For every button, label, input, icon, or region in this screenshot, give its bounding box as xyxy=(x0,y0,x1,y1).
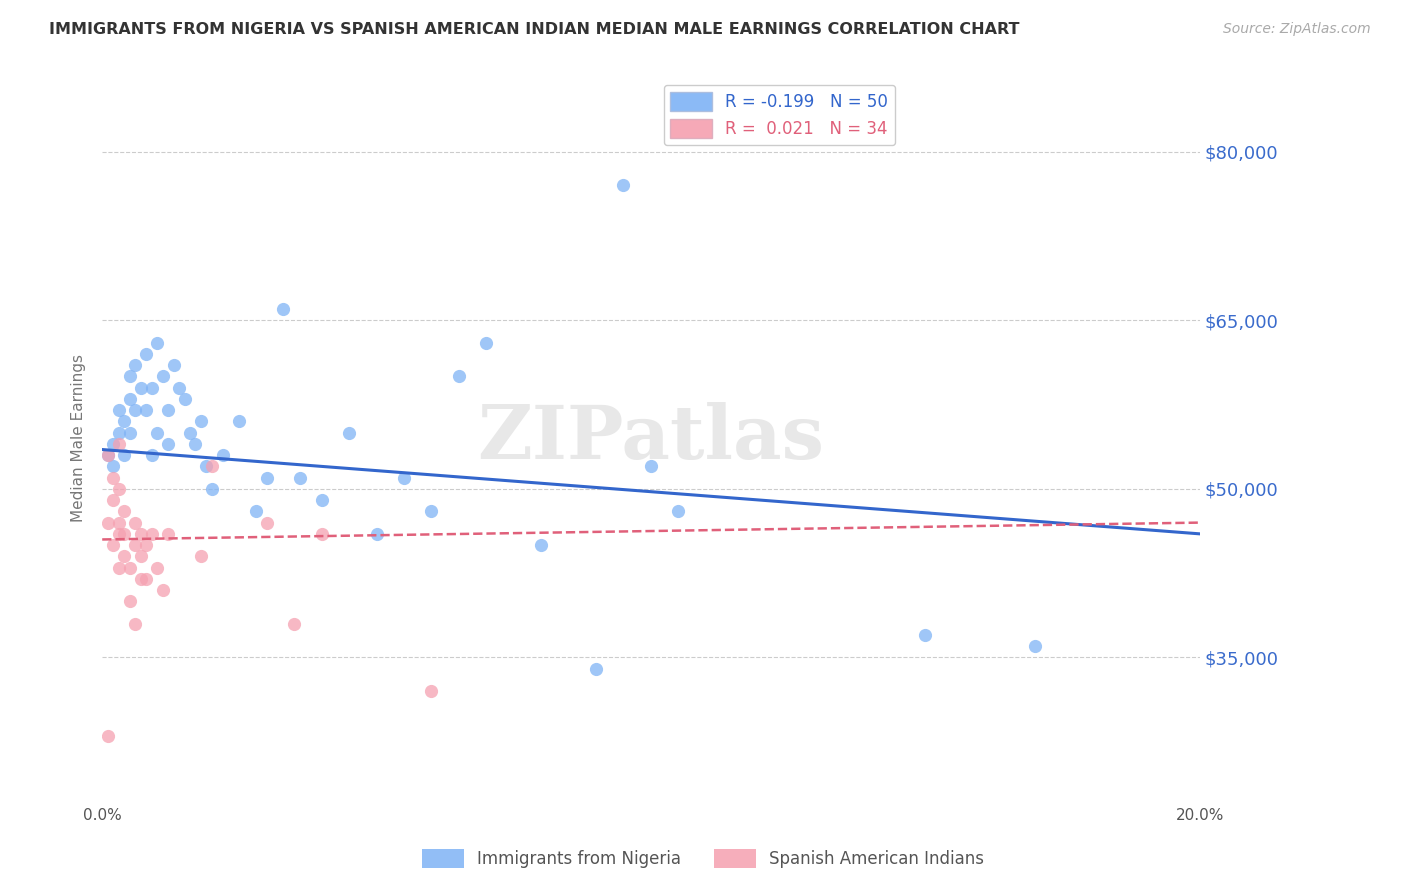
Point xyxy=(141,448,163,462)
Point xyxy=(124,403,146,417)
Point xyxy=(107,403,129,417)
Point xyxy=(447,369,470,384)
Point xyxy=(103,437,125,451)
Point xyxy=(167,381,190,395)
Point xyxy=(107,516,129,530)
Point xyxy=(585,662,607,676)
Point xyxy=(97,448,120,462)
Point xyxy=(157,526,180,541)
Point xyxy=(190,549,212,564)
Point xyxy=(129,526,152,541)
Point xyxy=(112,504,135,518)
Point xyxy=(124,516,146,530)
Point xyxy=(420,504,443,518)
Point xyxy=(135,403,157,417)
Point xyxy=(184,437,207,451)
Point xyxy=(146,335,169,350)
Point xyxy=(195,459,218,474)
Legend: Immigrants from Nigeria, Spanish American Indians: Immigrants from Nigeria, Spanish America… xyxy=(415,842,991,875)
Text: Source: ZipAtlas.com: Source: ZipAtlas.com xyxy=(1223,22,1371,37)
Point xyxy=(152,369,174,384)
Point xyxy=(530,538,553,552)
Point xyxy=(288,470,311,484)
Point xyxy=(162,358,184,372)
Point xyxy=(146,560,169,574)
Point xyxy=(129,381,152,395)
Point xyxy=(271,301,294,316)
Point xyxy=(201,482,224,496)
Text: ZIPatlas: ZIPatlas xyxy=(478,401,824,475)
Point xyxy=(118,594,141,608)
Point xyxy=(311,493,333,508)
Point xyxy=(107,425,129,440)
Point xyxy=(212,448,235,462)
Point xyxy=(118,392,141,406)
Point xyxy=(228,414,250,428)
Point xyxy=(245,504,267,518)
Text: IMMIGRANTS FROM NIGERIA VS SPANISH AMERICAN INDIAN MEDIAN MALE EARNINGS CORRELAT: IMMIGRANTS FROM NIGERIA VS SPANISH AMERI… xyxy=(49,22,1019,37)
Legend: R = -0.199   N = 50, R =  0.021   N = 34: R = -0.199 N = 50, R = 0.021 N = 34 xyxy=(664,85,896,145)
Point xyxy=(112,549,135,564)
Point xyxy=(97,448,120,462)
Point xyxy=(475,335,498,350)
Point xyxy=(103,470,125,484)
Point xyxy=(124,538,146,552)
Point xyxy=(311,526,333,541)
Point xyxy=(612,178,634,193)
Point xyxy=(112,526,135,541)
Point xyxy=(107,482,129,496)
Point xyxy=(152,582,174,597)
Point xyxy=(392,470,415,484)
Point xyxy=(103,459,125,474)
Point xyxy=(135,538,157,552)
Point xyxy=(1024,639,1046,653)
Point xyxy=(640,459,662,474)
Point xyxy=(124,616,146,631)
Point xyxy=(914,628,936,642)
Point xyxy=(173,392,195,406)
Point xyxy=(97,729,120,743)
Point xyxy=(141,526,163,541)
Point xyxy=(190,414,212,428)
Point xyxy=(179,425,201,440)
Point xyxy=(97,516,120,530)
Point xyxy=(256,470,278,484)
Point xyxy=(107,526,129,541)
Point xyxy=(103,493,125,508)
Point xyxy=(118,425,141,440)
Point xyxy=(107,560,129,574)
Point xyxy=(118,369,141,384)
Point xyxy=(129,549,152,564)
Point xyxy=(135,347,157,361)
Point xyxy=(112,414,135,428)
Point xyxy=(141,381,163,395)
Point xyxy=(283,616,305,631)
Point xyxy=(337,425,360,440)
Point xyxy=(135,572,157,586)
Y-axis label: Median Male Earnings: Median Male Earnings xyxy=(72,354,86,523)
Point xyxy=(112,448,135,462)
Point xyxy=(157,437,180,451)
Point xyxy=(666,504,689,518)
Point xyxy=(118,560,141,574)
Point xyxy=(157,403,180,417)
Point xyxy=(366,526,388,541)
Point xyxy=(420,684,443,698)
Point xyxy=(103,538,125,552)
Point xyxy=(146,425,169,440)
Point xyxy=(129,572,152,586)
Point xyxy=(201,459,224,474)
Point xyxy=(124,358,146,372)
Point xyxy=(107,437,129,451)
Point xyxy=(256,516,278,530)
